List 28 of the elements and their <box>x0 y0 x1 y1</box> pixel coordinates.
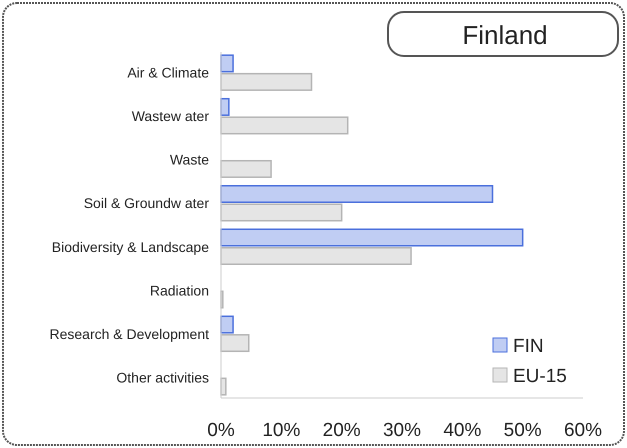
legend-label: FIN <box>513 336 544 357</box>
y-tick-label: Other activities <box>116 369 209 386</box>
bar <box>220 54 234 72</box>
bar <box>220 316 234 334</box>
bar <box>220 228 524 247</box>
chart-title: Finland <box>462 20 548 50</box>
x-tick-label: 50% <box>504 420 542 441</box>
x-tick-label: 20% <box>322 420 361 441</box>
x-tick-label: 0% <box>207 420 235 441</box>
y-tick-label: Radiation <box>150 282 209 298</box>
x-tick-label: 10% <box>262 420 300 441</box>
bar <box>220 116 348 134</box>
bar <box>220 184 494 203</box>
y-tick-label: Research & Development <box>49 326 210 342</box>
x-tick-label: 40% <box>443 420 482 441</box>
y-tick-label: Soil & Groundw ater <box>84 195 210 212</box>
y-tick-label: Biodiversity & Landscape <box>52 238 210 255</box>
bar <box>220 72 312 91</box>
y-tick-label: Wastew ater <box>132 108 210 124</box>
x-tick-label: 30% <box>382 420 422 441</box>
x-tick-label: 60% <box>564 420 602 441</box>
bar <box>220 334 250 352</box>
bar <box>220 247 412 266</box>
legend-label: EU-15 <box>513 366 567 387</box>
y-tick-label: Air & Climate <box>127 64 210 81</box>
y-tick-label: Waste <box>170 152 210 168</box>
bar <box>220 160 272 178</box>
bar <box>220 203 342 222</box>
